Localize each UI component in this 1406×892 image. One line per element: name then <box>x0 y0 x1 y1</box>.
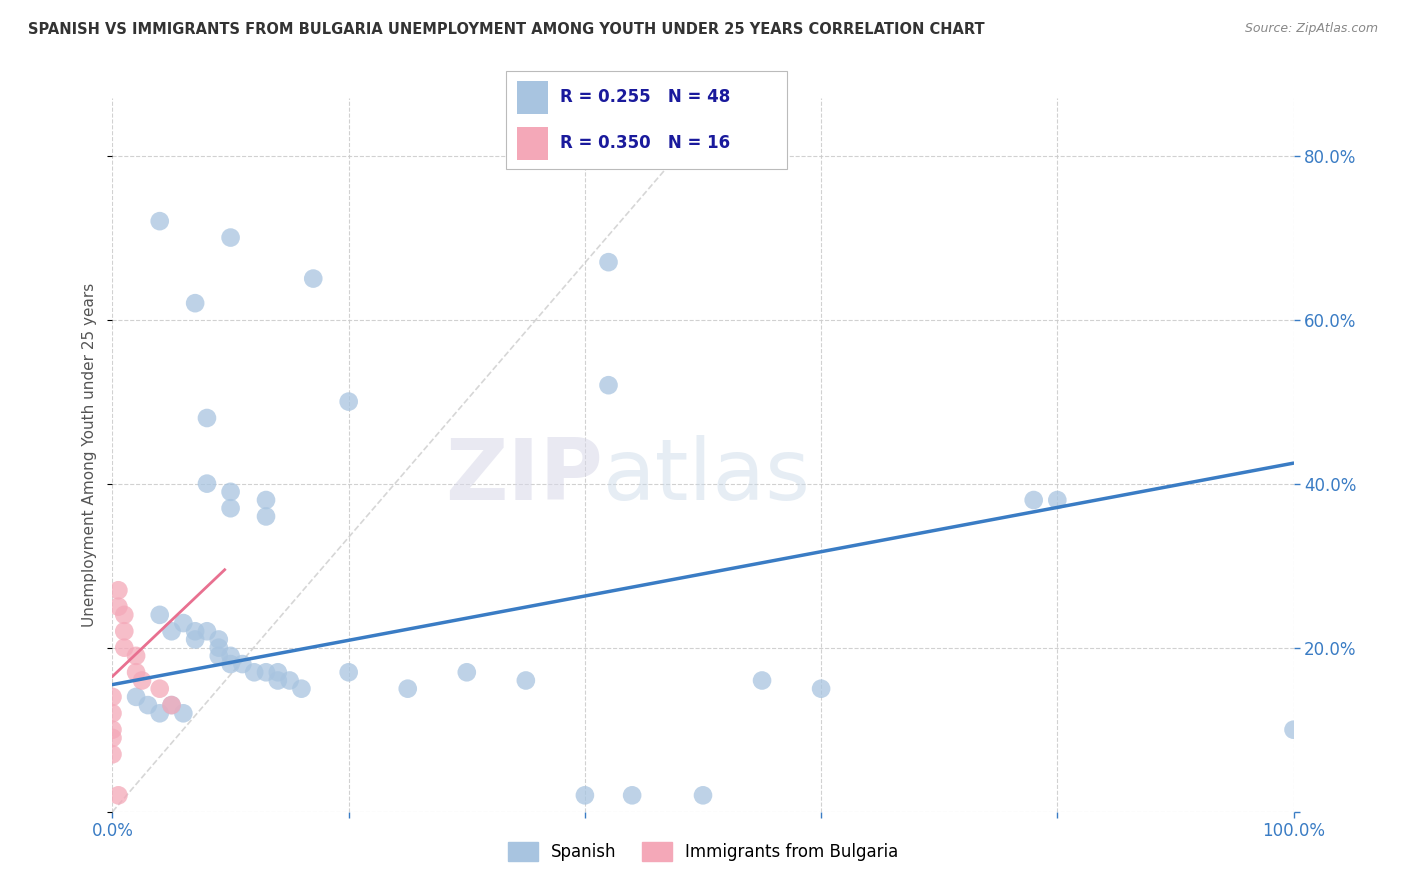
Point <box>107 599 129 614</box>
Point <box>149 706 172 721</box>
Point <box>149 607 172 622</box>
Point <box>219 657 242 671</box>
Point <box>149 214 172 228</box>
Point <box>337 665 360 680</box>
Text: SPANISH VS IMMIGRANTS FROM BULGARIA UNEMPLOYMENT AMONG YOUTH UNDER 25 YEARS CORR: SPANISH VS IMMIGRANTS FROM BULGARIA UNEM… <box>28 22 984 37</box>
FancyBboxPatch shape <box>517 81 548 113</box>
Point <box>112 607 135 622</box>
Point <box>184 624 207 639</box>
Point <box>231 657 253 671</box>
Text: R = 0.350   N = 16: R = 0.350 N = 16 <box>560 135 730 153</box>
Text: R = 0.255   N = 48: R = 0.255 N = 48 <box>560 88 730 106</box>
Point <box>101 706 124 721</box>
Point <box>243 665 266 680</box>
FancyBboxPatch shape <box>506 71 787 169</box>
Point <box>112 624 135 639</box>
Point <box>131 673 153 688</box>
Point <box>621 789 644 803</box>
Point <box>125 648 148 663</box>
Point <box>219 501 242 516</box>
Point <box>136 698 159 712</box>
Point <box>107 789 129 803</box>
Point <box>219 484 242 499</box>
Point <box>160 698 183 712</box>
Point <box>1046 493 1069 508</box>
Point <box>219 230 242 244</box>
Point <box>1022 493 1045 508</box>
Point <box>172 706 194 721</box>
Point <box>125 665 148 680</box>
Point <box>290 681 312 696</box>
Point <box>125 690 148 704</box>
Point <box>396 681 419 696</box>
Point <box>107 583 129 598</box>
Y-axis label: Unemployment Among Youth under 25 years: Unemployment Among Youth under 25 years <box>82 283 97 627</box>
Point <box>574 789 596 803</box>
Point <box>267 665 290 680</box>
Point <box>112 640 135 655</box>
Point <box>208 640 231 655</box>
Text: Source: ZipAtlas.com: Source: ZipAtlas.com <box>1244 22 1378 36</box>
Point <box>302 271 325 285</box>
Point <box>195 476 218 491</box>
Point <box>254 493 277 508</box>
Point <box>172 616 194 631</box>
Point <box>254 509 277 524</box>
Point <box>598 255 620 269</box>
Point <box>195 411 218 425</box>
Point <box>254 665 277 680</box>
Point <box>278 673 301 688</box>
Point <box>160 698 183 712</box>
Point <box>101 723 124 737</box>
Point <box>208 648 231 663</box>
Legend: Spanish, Immigrants from Bulgaria: Spanish, Immigrants from Bulgaria <box>501 835 905 868</box>
Point <box>149 681 172 696</box>
Point <box>184 296 207 310</box>
Point <box>267 673 290 688</box>
Point <box>751 673 773 688</box>
Point <box>195 624 218 639</box>
Text: atlas: atlas <box>603 434 811 518</box>
Point <box>1282 723 1305 737</box>
Point <box>219 648 242 663</box>
Point <box>810 681 832 696</box>
Point <box>160 624 183 639</box>
Point <box>337 394 360 409</box>
Point <box>515 673 537 688</box>
Point <box>598 378 620 392</box>
Point <box>101 747 124 762</box>
FancyBboxPatch shape <box>517 128 548 160</box>
Point <box>456 665 478 680</box>
Point <box>208 632 231 647</box>
Point <box>692 789 714 803</box>
Point <box>184 632 207 647</box>
Point <box>101 690 124 704</box>
Point <box>101 731 124 745</box>
Text: ZIP: ZIP <box>444 434 603 518</box>
